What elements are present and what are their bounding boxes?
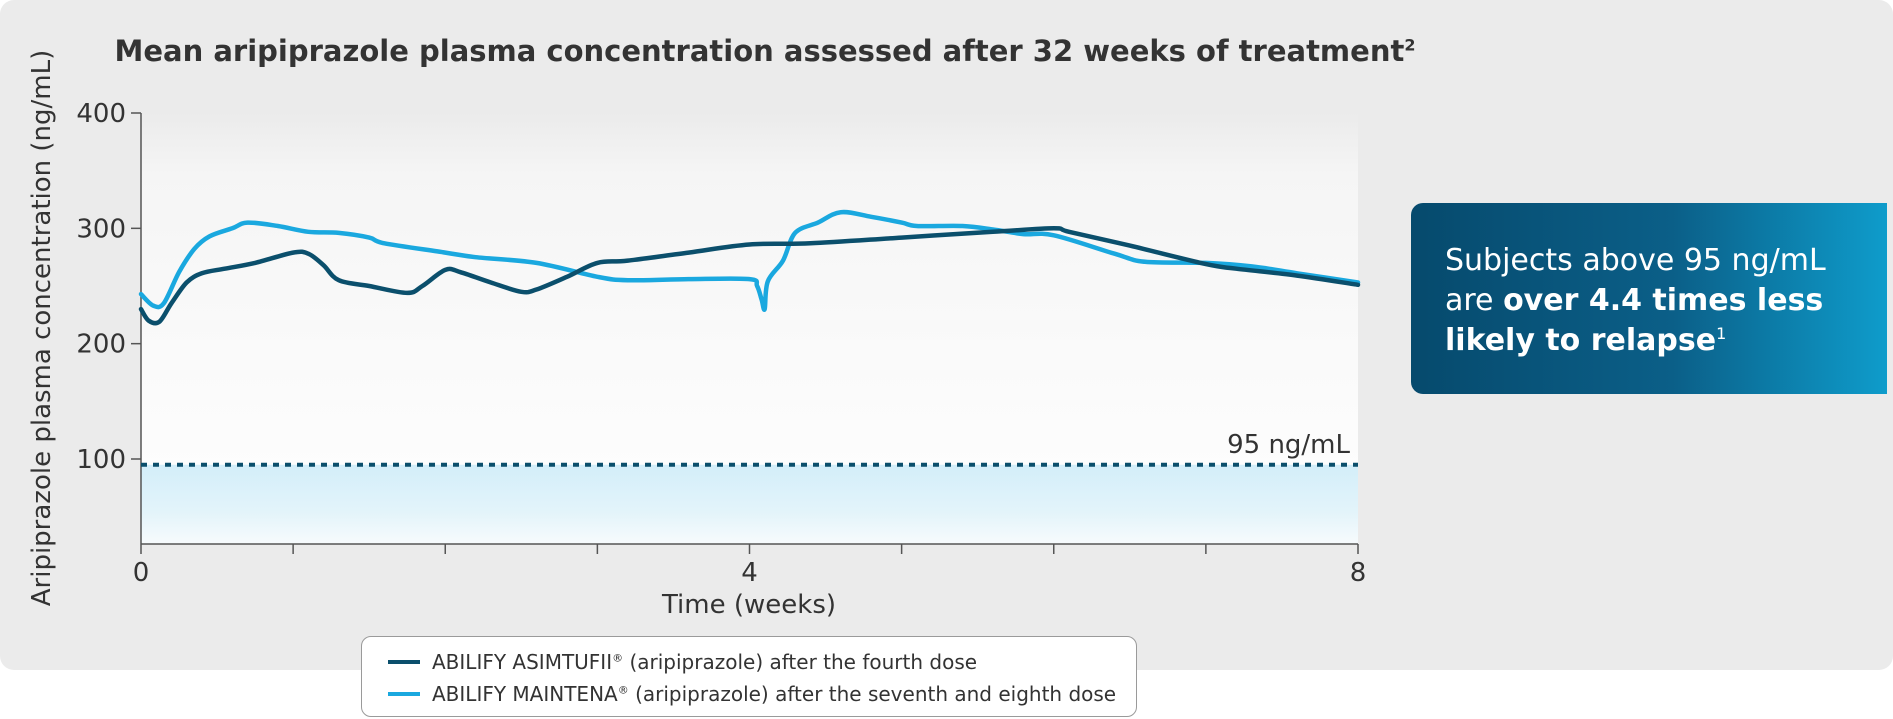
- x-ticks: 0 4 8: [133, 544, 1367, 588]
- legend-swatch-asimtufii: [388, 660, 420, 664]
- registered-mark: ®: [617, 683, 629, 697]
- series-line-maintena: [138, 209, 1361, 312]
- y-tick-label: 300: [76, 214, 126, 244]
- callout-line-2: are over 4.4 times less: [1445, 281, 1867, 321]
- x-axis-title: Time (weeks): [661, 590, 836, 620]
- y-tick-label: 400: [76, 99, 126, 129]
- threshold-band: [141, 464, 1358, 544]
- legend-item-asimtufii: ABILIFY ASIMTUFII® (aripiprazole) after …: [362, 646, 1136, 678]
- legend-label-maintena-name: ABILIFY MAINTENA: [432, 682, 618, 706]
- callout-line-2-bold: over 4.4 times less: [1503, 283, 1824, 318]
- callout-line-2-plain: are: [1445, 283, 1504, 318]
- legend-label-asimtufii-suffix: (aripiprazole) after the fourth dose: [623, 650, 978, 674]
- chart-legend: ABILIFY ASIMTUFII® (aripiprazole) after …: [361, 636, 1137, 717]
- legend-swatch-maintena: [388, 692, 420, 696]
- x-tick-label: 0: [133, 558, 150, 588]
- legend-label-maintena: ABILIFY MAINTENA® (aripiprazole) after t…: [432, 682, 1116, 706]
- chart-title: Mean aripiprazole plasma concentration a…: [0, 34, 1530, 68]
- legend-label-maintena-suffix: (aripiprazole) after the seventh and eig…: [628, 682, 1117, 706]
- series-layer: [138, 209, 1361, 326]
- series-line-asimtufii: [138, 226, 1361, 326]
- line-chart: 0 4 8 100 200 300 400 95 ng/mL Time (weeks) A…: [27, 50, 1367, 620]
- threshold-label: 95 ng/mL: [1227, 430, 1350, 460]
- y-tick-label: 200: [76, 330, 126, 360]
- x-tick-label: 4: [741, 558, 758, 588]
- legend-item-maintena: ABILIFY MAINTENA® (aripiprazole) after t…: [362, 678, 1136, 710]
- legend-label-asimtufii: ABILIFY ASIMTUFII® (aripiprazole) after …: [432, 650, 977, 674]
- title-footnote: 2: [1404, 35, 1416, 55]
- y-ticks: 100 200 300 400: [76, 99, 141, 475]
- registered-mark: ®: [612, 651, 624, 665]
- x-tick-label: 8: [1350, 558, 1367, 588]
- callout-line-3-bold: likely to relapse: [1445, 323, 1717, 358]
- legend-label-asimtufii-name: ABILIFY ASIMTUFII: [432, 650, 613, 674]
- callout-footnote: 1: [1716, 324, 1727, 343]
- chart-title-text: Mean aripiprazole plasma concentration a…: [114, 34, 1405, 68]
- relapse-callout: Subjects above 95 ng/mL are over 4.4 tim…: [1411, 203, 1887, 394]
- callout-line-1: Subjects above 95 ng/mL: [1445, 243, 1826, 278]
- y-axis-title: Aripiprazole plasma concentration (ng/mL…: [27, 50, 57, 607]
- callout-line-3: likely to relapse1: [1445, 321, 1867, 361]
- y-tick-label: 100: [76, 445, 126, 475]
